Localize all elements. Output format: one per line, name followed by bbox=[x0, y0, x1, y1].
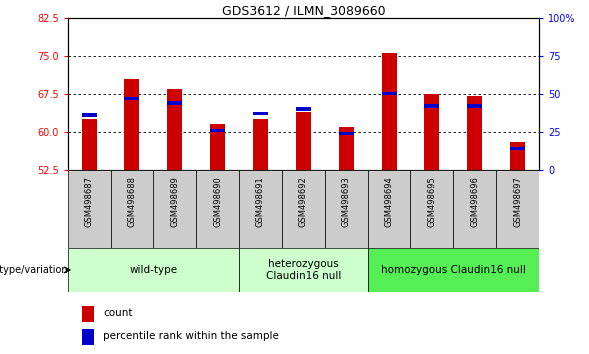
Bar bbox=[82, 306, 94, 321]
Bar bbox=[368, 248, 539, 292]
Text: GSM498692: GSM498692 bbox=[299, 176, 308, 227]
Text: homozygous Claudin16 null: homozygous Claudin16 null bbox=[381, 265, 526, 275]
Text: GSM498691: GSM498691 bbox=[256, 176, 265, 227]
Bar bbox=[167, 89, 183, 170]
Bar bbox=[282, 170, 325, 248]
Bar bbox=[253, 119, 268, 170]
Text: percentile rank within the sample: percentile rank within the sample bbox=[103, 331, 279, 341]
Bar bbox=[239, 170, 282, 248]
Bar bbox=[382, 92, 396, 96]
Bar bbox=[510, 147, 525, 150]
Bar bbox=[167, 101, 183, 105]
Bar bbox=[339, 132, 353, 135]
Text: GSM498693: GSM498693 bbox=[342, 176, 350, 227]
Bar bbox=[253, 112, 268, 115]
Bar bbox=[325, 170, 368, 248]
Bar bbox=[454, 170, 496, 248]
Bar bbox=[111, 170, 153, 248]
Bar bbox=[210, 129, 225, 132]
Bar bbox=[196, 170, 239, 248]
Bar bbox=[82, 329, 94, 345]
Text: count: count bbox=[103, 308, 133, 318]
Text: GSM498695: GSM498695 bbox=[428, 176, 436, 227]
Bar bbox=[411, 170, 454, 248]
Text: heterozygous
Claudin16 null: heterozygous Claudin16 null bbox=[266, 259, 341, 281]
Text: GSM498687: GSM498687 bbox=[85, 176, 94, 227]
Text: GSM498696: GSM498696 bbox=[470, 176, 479, 227]
Text: genotype/variation: genotype/variation bbox=[0, 265, 68, 275]
Bar bbox=[124, 97, 140, 100]
Bar bbox=[368, 170, 411, 248]
Bar bbox=[210, 124, 225, 170]
Bar bbox=[382, 53, 396, 170]
Text: GSM498689: GSM498689 bbox=[170, 176, 179, 227]
Bar bbox=[296, 112, 311, 170]
Bar bbox=[496, 170, 539, 248]
Text: GSM498697: GSM498697 bbox=[513, 176, 522, 227]
Text: GSM498688: GSM498688 bbox=[127, 176, 137, 227]
Bar bbox=[82, 113, 97, 117]
Bar bbox=[68, 170, 111, 248]
Bar bbox=[124, 79, 140, 170]
Bar bbox=[153, 170, 196, 248]
Text: GSM498690: GSM498690 bbox=[213, 176, 222, 227]
Text: wild-type: wild-type bbox=[130, 265, 177, 275]
Bar bbox=[510, 142, 525, 170]
Bar bbox=[467, 96, 482, 170]
Bar bbox=[424, 104, 439, 108]
Bar bbox=[239, 248, 368, 292]
Bar bbox=[467, 104, 482, 108]
Bar bbox=[296, 107, 311, 111]
Bar bbox=[339, 127, 353, 170]
Title: GDS3612 / ILMN_3089660: GDS3612 / ILMN_3089660 bbox=[221, 4, 385, 17]
Bar bbox=[424, 94, 439, 170]
Bar bbox=[68, 248, 239, 292]
Text: GSM498694: GSM498694 bbox=[385, 176, 393, 227]
Bar bbox=[82, 119, 97, 170]
